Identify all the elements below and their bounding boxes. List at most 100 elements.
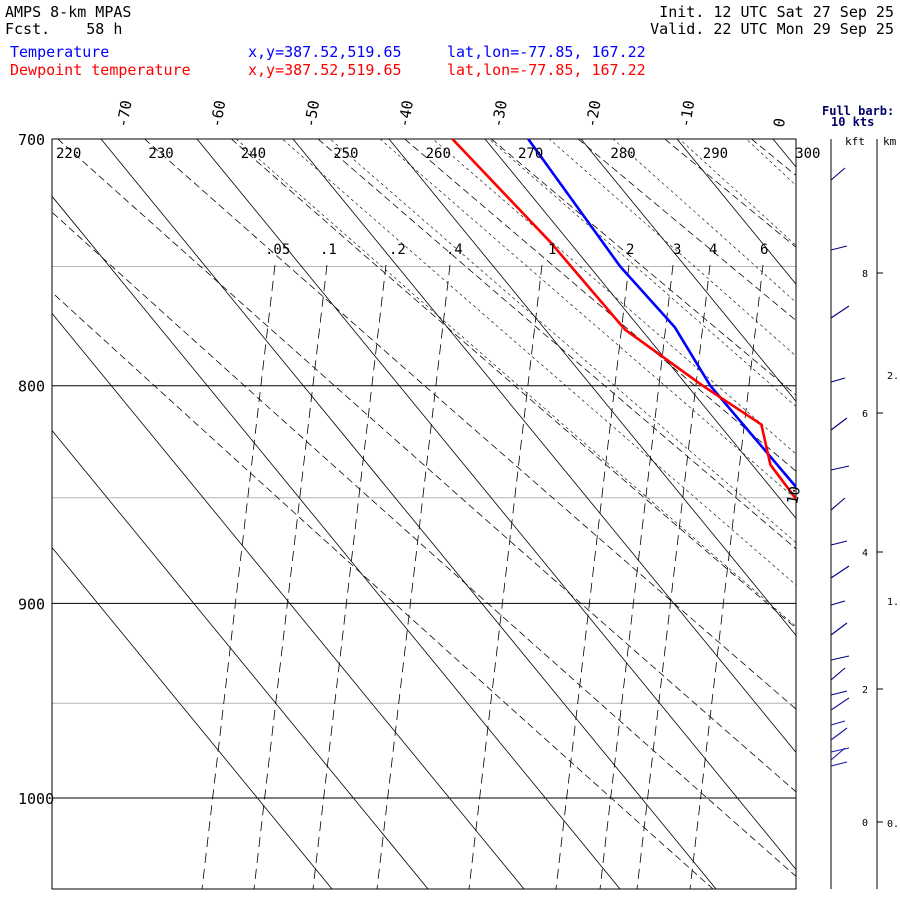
km-label: km (883, 135, 897, 148)
wind-barb-0 (830, 167, 846, 181)
dry-adiabat-310 (838, 139, 900, 889)
plot-frame (51, 138, 797, 890)
theta-label-250: 250 (333, 146, 358, 162)
isotherm--30 (484, 139, 796, 519)
theta-label-300: 300 (795, 146, 820, 162)
dry-adiabat-250 (317, 139, 796, 550)
wind-barb-15 (830, 720, 846, 726)
mixing-ratio-line-4 (468, 264, 543, 889)
temperature-tick--60: -60 (207, 99, 229, 129)
wind-barb-19 (830, 761, 848, 767)
temperature-tick--20: -20 (582, 99, 604, 129)
temperature-tick--40: -40 (395, 99, 417, 129)
theta-label-220: 220 (56, 146, 81, 162)
temperature-tick--50: -50 (301, 99, 323, 129)
dry-adiabat-240 (231, 139, 796, 629)
pressure-label-700: 700 (18, 131, 45, 149)
moist-adiabat-20 (799, 126, 900, 888)
wind-barb-17 (830, 747, 850, 753)
pressure-label-900: 900 (18, 595, 45, 613)
temperature-tick--70: -70 (113, 99, 135, 129)
background-grid (52, 126, 900, 889)
isotherm-label-10: 10 (783, 485, 804, 506)
pressure-label-800: 800 (18, 378, 45, 396)
kft-tick-6: 6 (862, 409, 868, 420)
moist-adiabat-10 (678, 139, 796, 246)
mixing-ratio-line-7 (636, 264, 711, 889)
mixing-ratio-line-3 (376, 264, 451, 889)
mixing-ratio-label-2: .2 (389, 242, 406, 258)
dry-adiabat-220 (57, 139, 796, 793)
mixing-ratio-label-3: .4 (446, 242, 463, 258)
theta-label-280: 280 (610, 146, 635, 162)
theta-label-260: 260 (426, 146, 451, 162)
dry-adiabat-270 (491, 139, 796, 396)
mixing-ratio-line-1 (253, 264, 328, 889)
model-title: AMPS 8-km MPAS (5, 3, 132, 21)
wind-barbs: 8 6 4 2 0 2. 1. 0. (830, 167, 899, 830)
wind-barb-9 (830, 600, 846, 606)
moist-adiabat--30 (235, 139, 796, 627)
km-tick-2: 0. (887, 819, 899, 830)
wind-barb-13 (830, 690, 848, 696)
mixing-ratio-line-2 (312, 264, 387, 889)
isotherm--90 (52, 312, 525, 889)
moist-adiabat-25 (863, 126, 900, 888)
wind-barb-10 (830, 622, 848, 636)
mixing-ratio-label-4: 1 (548, 242, 556, 258)
forecast-label: Fcst. (5, 20, 51, 38)
mixing-ratio-line-0 (201, 264, 276, 889)
wind-barb-1 (830, 245, 848, 251)
isotherm--10 (676, 139, 796, 285)
isotherm--20 (580, 139, 796, 402)
profile-lines (451, 139, 796, 501)
mixing-ratio-line-5 (555, 264, 630, 889)
init-time: Init. 12 UTC Sat 27 Sep 25 (659, 3, 894, 21)
moist-adiabat--10 (432, 139, 796, 455)
legend-temperature-xy: x,y=387.52,519.65 (248, 43, 402, 61)
dry-adiabat-300 (751, 139, 796, 176)
legend-dewpoint-latlon: lat,lon=-77.85, 167.22 (447, 61, 646, 79)
isotherm--50 (292, 139, 796, 754)
temperature-tick-0: 0 (770, 117, 789, 129)
dry-adiabat-200 (52, 291, 714, 889)
pressure-label-1000: 1000 (18, 790, 54, 808)
isotherm--80 (52, 195, 621, 889)
kft-tick-0: 0 (862, 818, 868, 829)
wind-barb-2 (830, 305, 850, 319)
isotherm--70 (100, 139, 717, 889)
kft-tick-8: 8 (862, 269, 868, 280)
theta-label-290: 290 (703, 146, 728, 162)
mixing-ratio-label-7: 4 (709, 242, 717, 258)
mixing-ratio-label-0: .05 (265, 242, 290, 258)
theta-label-230: 230 (148, 146, 173, 162)
wind-barb-12 (830, 667, 846, 681)
legend-dewpoint-name: Dewpoint temperature (10, 61, 191, 79)
wind-barb-5 (830, 465, 850, 471)
wind-title: Full barb: (822, 104, 894, 118)
wind-barb-14 (830, 697, 850, 711)
series-line-1 (451, 139, 796, 501)
wind-panel: Full barb: 10 kts kft km 8 6 4 2 0 2. 1. 0. (822, 104, 899, 889)
forecast-hour: Fcst. 58 h (5, 21, 122, 38)
dry-adiabat-260 (404, 139, 796, 472)
km-tick-1: 1. (887, 597, 899, 608)
moist-adiabat-15 (745, 139, 796, 186)
wind-barb-11 (830, 655, 850, 661)
moist-adiabat-5 (612, 139, 796, 303)
isotherm--100 (52, 429, 429, 889)
wind-subtitle: 10 kts (831, 115, 874, 129)
wind-barb-8 (830, 565, 850, 579)
mixing-ratio-line-6 (599, 264, 674, 889)
theta-label-270: 270 (518, 146, 543, 162)
wind-barb-16 (830, 727, 848, 741)
wind-barb-18 (830, 747, 846, 761)
temperature-tick--10: -10 (676, 99, 698, 129)
temperature-tick--30: -30 (488, 99, 510, 129)
kft-tick-4: 4 (862, 548, 868, 559)
mixing-ratio-label-8: 6 (760, 242, 768, 258)
valid-time: Valid. 22 UTC Mon 29 Sep 25 (650, 20, 894, 38)
dry-adiabat-290 (664, 139, 796, 248)
wind-barb-4 (830, 417, 848, 431)
